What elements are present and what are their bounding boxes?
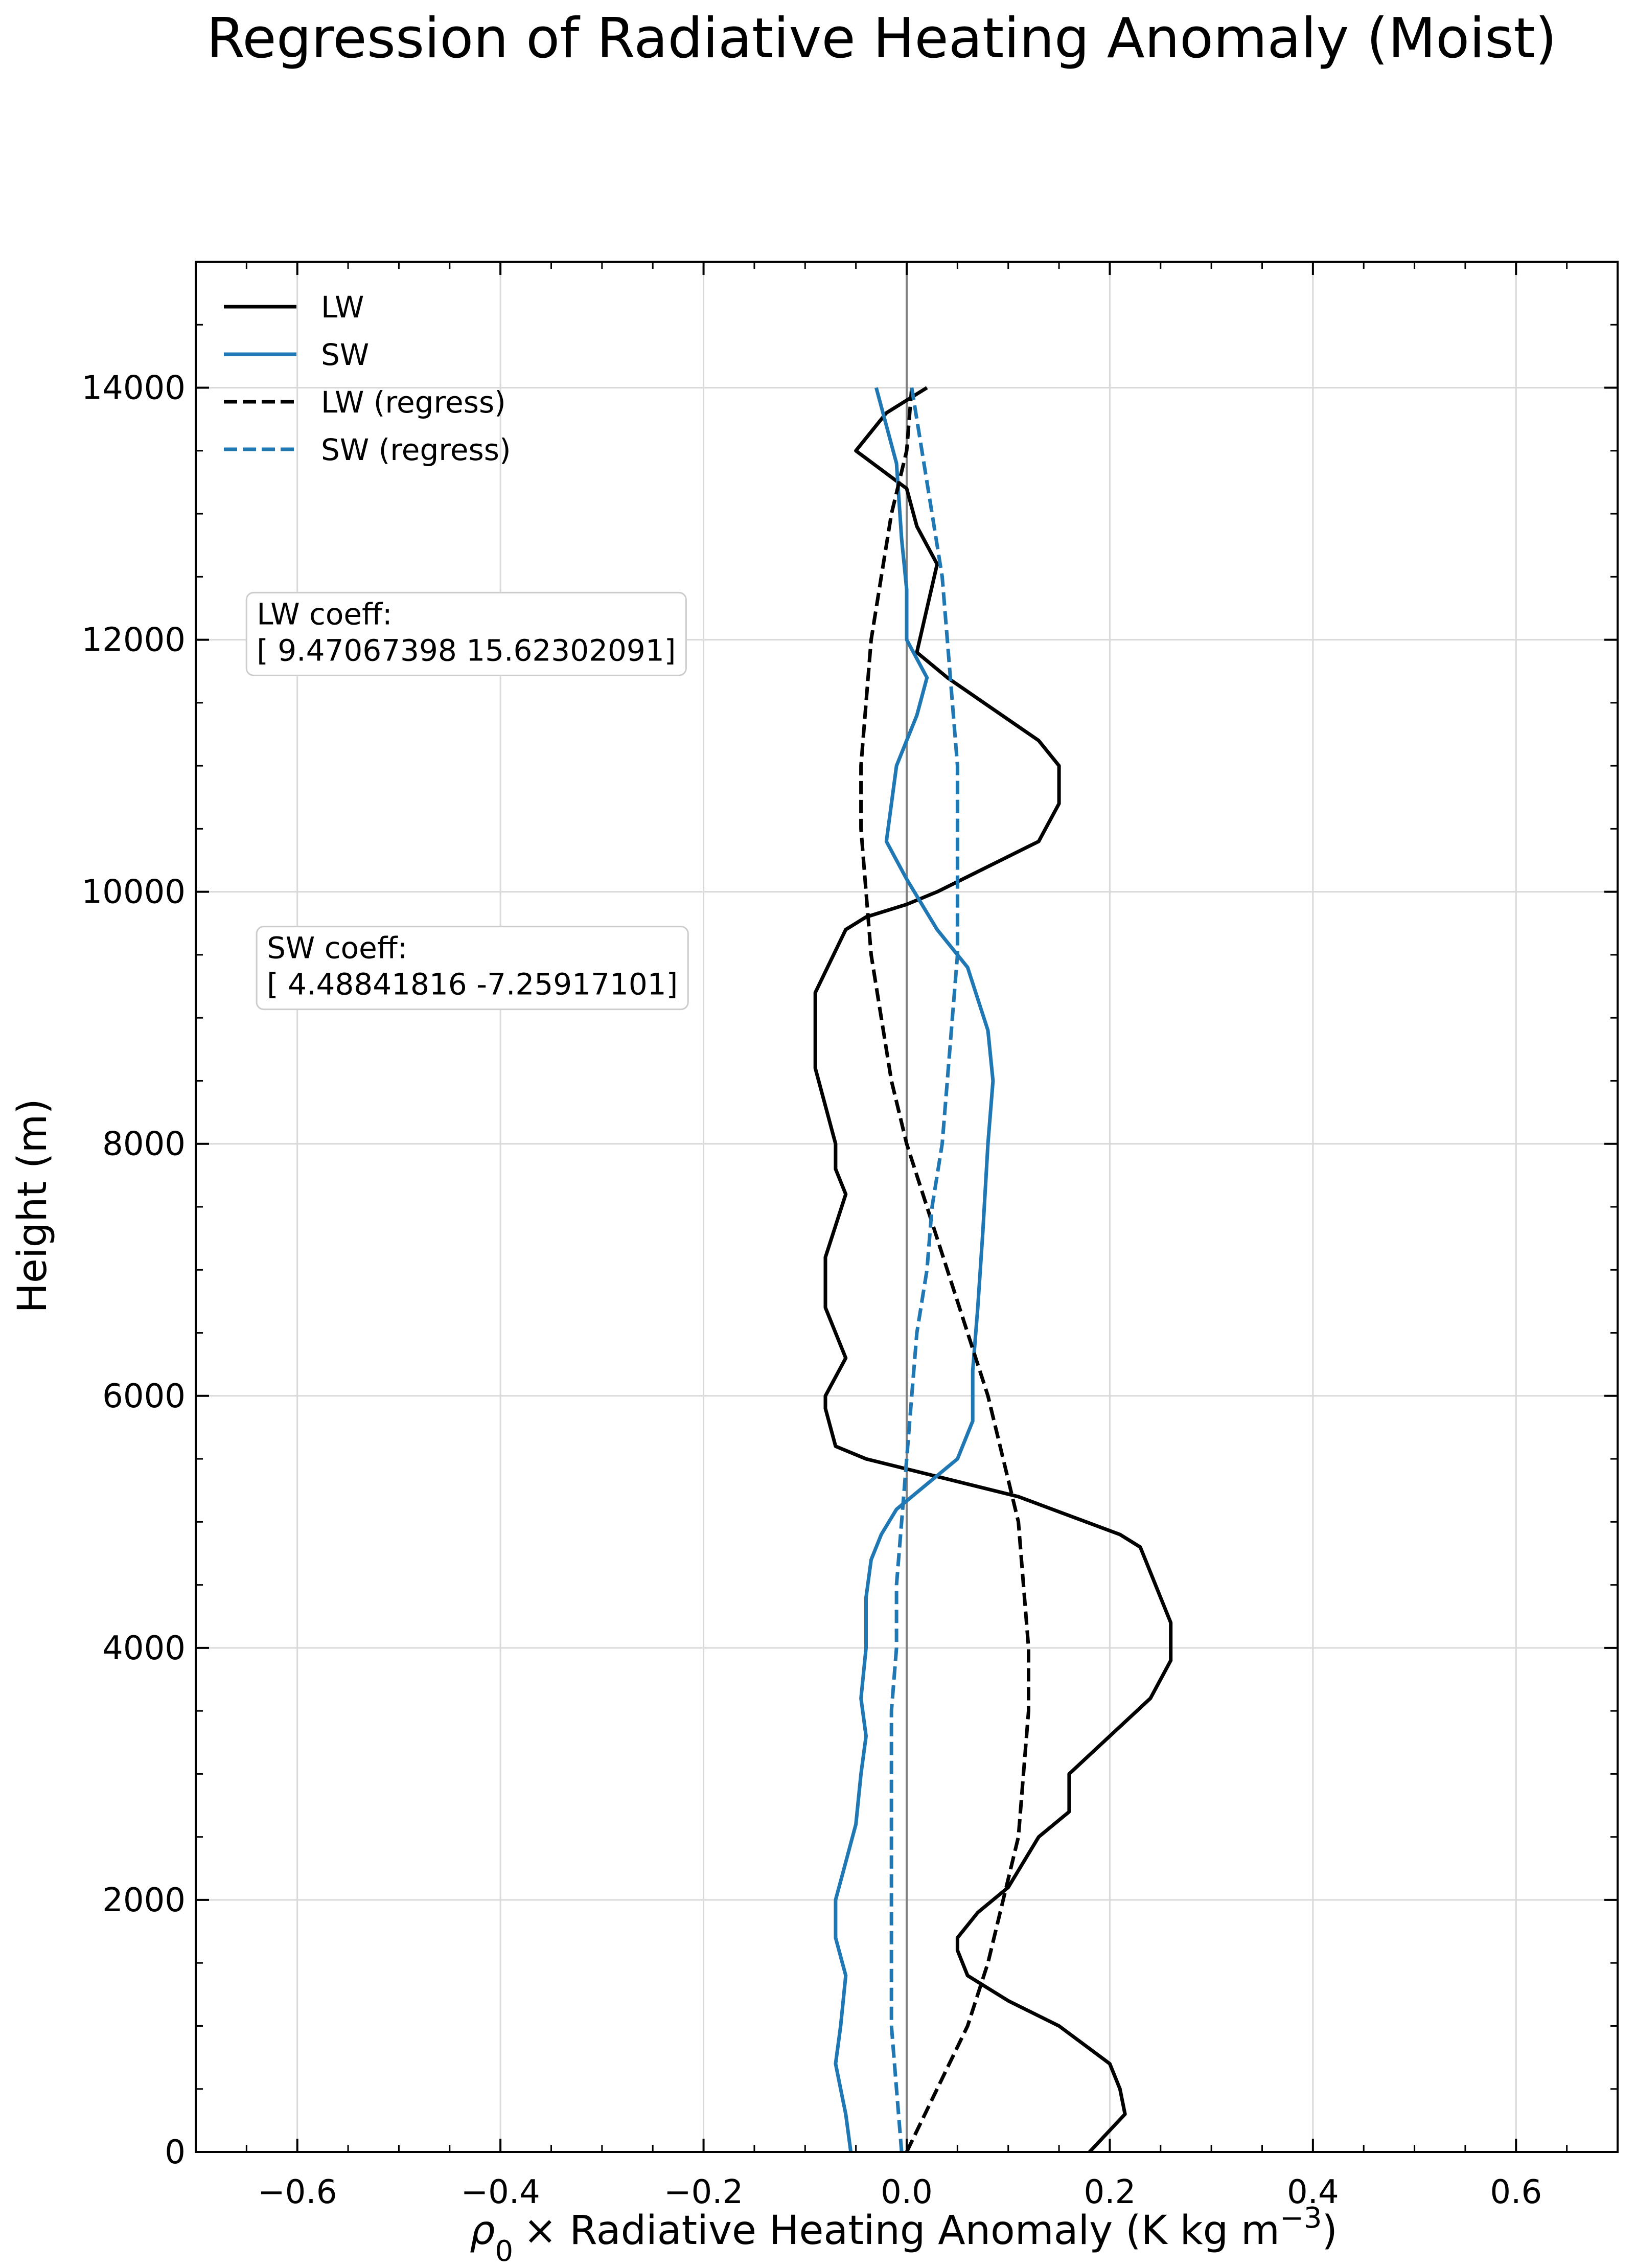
annotation-line-0-0: LW coeff: [257,597,392,631]
series-lines [813,386,1173,2154]
y-tick-label-0: 0 [165,2134,186,2171]
annotation-line-1-0: SW coeff: [267,931,407,966]
x-tick-label-5: 0.4 [1287,2173,1339,2211]
x-axis-label-close: ) [1322,2208,1338,2254]
annotations: LW coeff:[ 9.47067398 15.62302091] SW coe… [245,591,689,1011]
series-line-1 [834,387,995,2152]
series-line-3 [889,387,959,2152]
y-tick-label-7: 14000 [81,370,186,407]
x-axis-label: ρ0 × Radiative Heating Anomaly (K kg m−3) [470,2202,1338,2268]
series-line-2 [859,387,1030,2153]
axis-ticks [196,262,1618,2153]
x-tick-label-0: −0.6 [258,2173,337,2211]
legend-label-0: LW [321,290,364,325]
x-tick-label-2: −0.2 [664,2173,743,2211]
y-axis-label: Height (m) [10,1098,56,1313]
y-tick-label-1: 2000 [102,1882,186,1919]
series-line-0 [813,386,1173,2154]
y-tick-label-4: 8000 [102,1126,186,1163]
legend-label-3: SW (regress) [321,432,511,467]
x-tick-label-4: 0.2 [1084,2173,1136,2211]
annotation-frame-0 [245,591,687,676]
annotation-line-0-1: [ 9.47067398 15.62302091] [257,633,676,668]
legend-label-1: SW [321,337,369,372]
legend: LW SW LW (regress) SW (regress) [224,290,511,467]
y-tick-label-6: 12000 [81,622,186,659]
plot-frame [195,261,1619,2153]
y-tick-label-2: 4000 [102,1630,186,1667]
x-axis-label-main: × Radiative Heating Anomaly (K kg m [523,2208,1280,2254]
y-tick-label-5: 10000 [81,874,186,911]
x-axis-label-rho: ρ [470,2208,495,2254]
x-axis-label-sub: 0 [495,2235,514,2268]
y-tick-label-3: 6000 [102,1378,186,1415]
x-tick-label-1: −0.4 [460,2173,540,2211]
annotation-line-1-1: [ 4.48841816 -7.25917101] [267,967,678,1002]
legend-label-2: LW (regress) [321,385,506,420]
annotation-box-0: LW coeff:[ 9.47067398 15.62302091] [245,591,687,676]
annotation-frame-1 [256,926,689,1011]
chart-title: Regression of Radiative Heating Anomaly … [206,7,1557,71]
x-tick-labels: −0.6 −0.4 −0.2 0.0 0.2 0.4 0.6 [258,2173,1542,2211]
x-axis-label-sup: −3 [1280,2202,1322,2235]
x-tick-label-6: 0.6 [1490,2173,1542,2211]
x-tick-label-3: 0.0 [881,2173,933,2211]
annotation-box-1: SW coeff:[ 4.48841816 -7.25917101] [256,926,689,1011]
y-tick-labels: 0 2000 4000 6000 8000 10000 12000 14000 [81,370,186,2171]
